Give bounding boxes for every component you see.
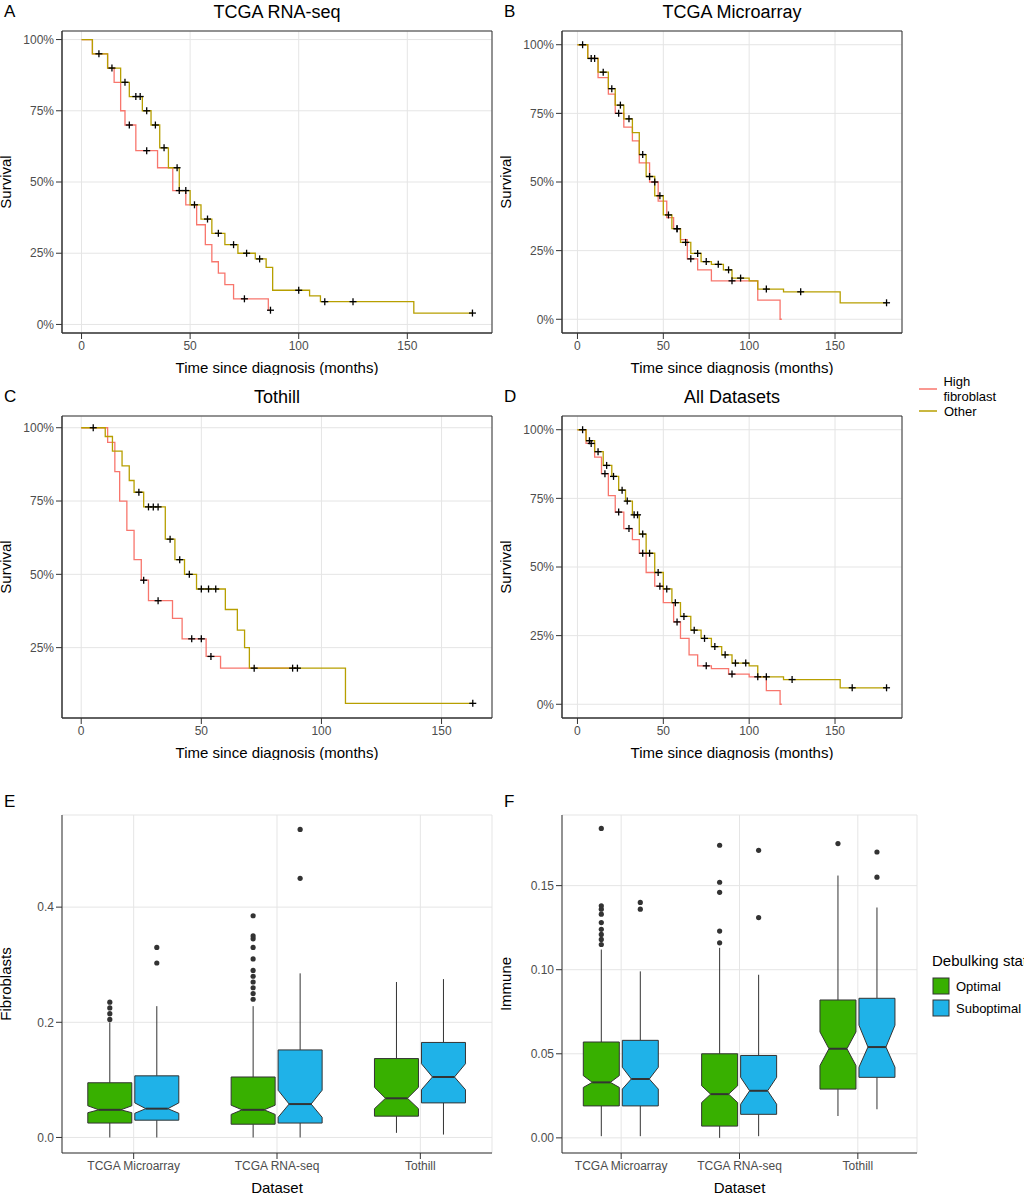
svg-text:75%: 75% — [530, 492, 554, 506]
svg-text:Survival: Survival — [500, 155, 514, 208]
html-text:Tothill: Tothill — [254, 387, 300, 407]
svg-text:50: 50 — [195, 724, 209, 738]
svg-text:100: 100 — [739, 724, 759, 738]
svg-text:Survival: Survival — [8, 540, 14, 593]
html-text:Optimal: Optimal — [956, 978, 1001, 994]
svg-text:75%: 75% — [530, 107, 554, 121]
svg-text:0.05: 0.05 — [531, 1047, 555, 1061]
svg-text:0.4: 0.4 — [37, 900, 54, 914]
svg-text:100%: 100% — [523, 38, 554, 52]
svg-text:150: 150 — [397, 339, 417, 353]
html-text:TCGA RNA-seq: TCGA RNA-seq — [213, 2, 341, 22]
svg-text:0.15: 0.15 — [531, 879, 555, 893]
svg-text:100: 100 — [289, 339, 309, 353]
svg-text:0: 0 — [574, 724, 581, 738]
html-text:E: E — [4, 792, 16, 811]
svg-text:Fibroblasts: Fibroblasts — [8, 947, 14, 1020]
html-text:D: D — [504, 387, 517, 406]
svg-text:150: 150 — [825, 724, 845, 738]
svg-text:Time since diagnosis (months): Time since diagnosis (months) — [176, 744, 379, 760]
svg-text:50: 50 — [183, 339, 197, 353]
svg-text:100%: 100% — [23, 33, 54, 47]
svg-text:50%: 50% — [530, 175, 554, 189]
svg-text:TCGA Microarray: TCGA Microarray — [87, 1159, 180, 1173]
svg-text:25%: 25% — [530, 244, 554, 258]
html-text:F: F — [504, 792, 515, 811]
svg-text:TCGA Microarray: TCGA Microarray — [575, 1159, 668, 1173]
svg-text:Immune: Immune — [500, 957, 514, 1011]
svg-text:TCGA RNA-seq: TCGA RNA-seq — [697, 1159, 782, 1173]
html-text:High fibroblast: High fibroblast — [943, 374, 997, 404]
svg-text:0%: 0% — [37, 318, 55, 332]
svg-text:50%: 50% — [30, 568, 54, 582]
svg-text:100%: 100% — [523, 423, 554, 437]
html-text:A: A — [4, 2, 16, 21]
svg-text:50: 50 — [657, 724, 671, 738]
svg-text:Dataset: Dataset — [251, 1179, 304, 1195]
svg-text:Time since diagnosis (months): Time since diagnosis (months) — [631, 359, 834, 375]
html-text:B: B — [504, 2, 516, 21]
svg-text:Survival: Survival — [500, 540, 514, 593]
svg-text:75%: 75% — [30, 104, 54, 118]
svg-text:50: 50 — [657, 339, 671, 353]
html-text:All Datasets: All Datasets — [684, 387, 780, 407]
html-text:C: C — [4, 387, 17, 406]
svg-text:Tothill: Tothill — [405, 1159, 436, 1173]
svg-text:100%: 100% — [23, 421, 54, 435]
svg-text:25%: 25% — [30, 641, 54, 655]
svg-text:50%: 50% — [30, 175, 54, 189]
svg-text:Dataset: Dataset — [714, 1179, 767, 1195]
svg-text:0.00: 0.00 — [531, 1131, 555, 1145]
svg-text:0.2: 0.2 — [37, 1016, 54, 1030]
svg-text:25%: 25% — [530, 629, 554, 643]
svg-text:100: 100 — [311, 724, 331, 738]
svg-text:Tothill: Tothill — [842, 1159, 873, 1173]
svg-text:100: 100 — [739, 339, 759, 353]
svg-text:0: 0 — [78, 339, 85, 353]
svg-text:0%: 0% — [537, 313, 555, 327]
svg-text:75%: 75% — [30, 494, 54, 508]
svg-text:TCGA RNA-seq: TCGA RNA-seq — [235, 1159, 320, 1173]
svg-text:150: 150 — [432, 724, 452, 738]
svg-text:0.10: 0.10 — [531, 963, 555, 977]
svg-text:Time since diagnosis (months): Time since diagnosis (months) — [176, 359, 379, 375]
html-text:Suboptimal: Suboptimal — [956, 1000, 1021, 1016]
svg-text:0.0: 0.0 — [37, 1131, 54, 1145]
svg-text:0: 0 — [574, 339, 581, 353]
svg-text:Survival: Survival — [8, 155, 14, 208]
svg-text:0%: 0% — [537, 698, 555, 712]
svg-text:150: 150 — [825, 339, 845, 353]
html-text:TCGA Microarray: TCGA Microarray — [662, 2, 802, 22]
svg-text:0: 0 — [78, 724, 85, 738]
svg-text:25%: 25% — [30, 246, 54, 260]
html-text:Other: Other — [944, 403, 977, 419]
svg-text:Time since diagnosis (months): Time since diagnosis (months) — [631, 744, 834, 760]
svg-text:50%: 50% — [530, 560, 554, 574]
